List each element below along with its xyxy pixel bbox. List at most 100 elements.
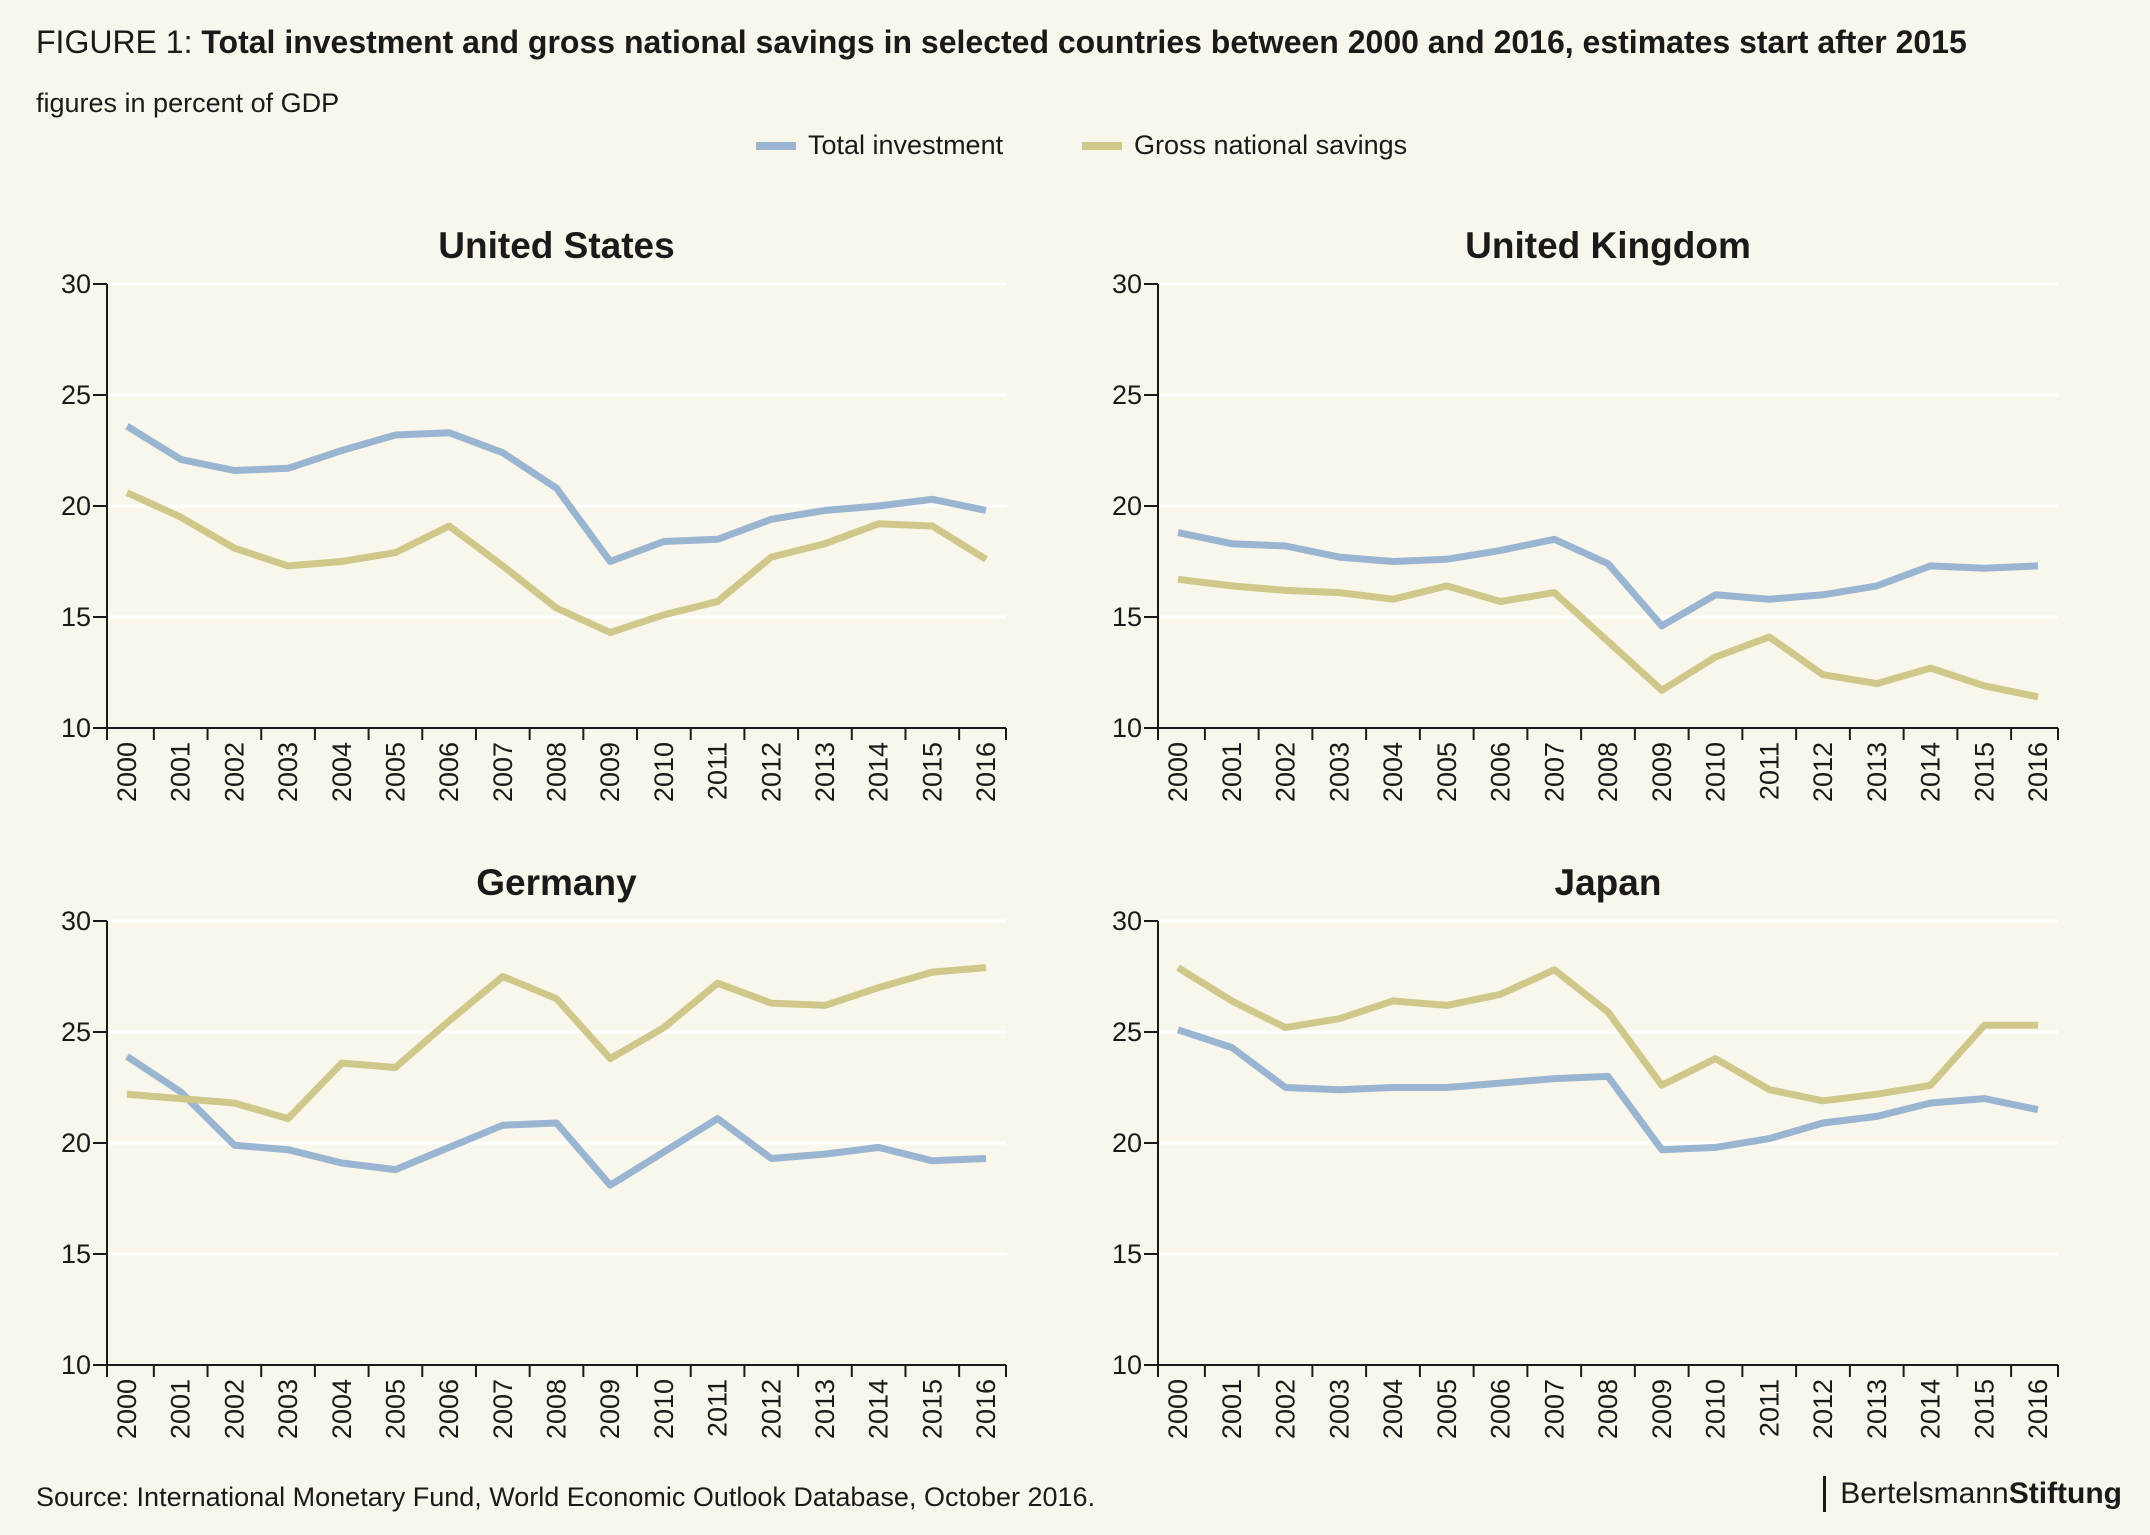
y-tick-label: 20 xyxy=(1112,491,1142,521)
x-tick-label: 2008 xyxy=(1593,1379,1623,1439)
series-line-total-investment xyxy=(1177,529,2039,630)
series-line-gross-national-savings xyxy=(125,489,988,636)
series-line-total-investment xyxy=(125,1053,987,1189)
y-tick-label: 20 xyxy=(61,1128,91,1158)
x-tick-label: 2001 xyxy=(166,1379,196,1439)
x-tick-label: 2013 xyxy=(810,742,840,802)
x-tick-label: 2001 xyxy=(1217,742,1247,802)
series-line-gross-national-savings xyxy=(1177,575,2039,701)
x-tick-label: 2008 xyxy=(542,1379,572,1439)
legend: Total investment Gross national savings xyxy=(0,130,2150,170)
x-tick-label: 2014 xyxy=(1916,1379,1946,1439)
x-tick-label: 2014 xyxy=(864,742,894,802)
x-tick-label: 2016 xyxy=(2023,1379,2053,1439)
x-tick-label: 2016 xyxy=(971,1379,1001,1439)
x-tick-label: 2016 xyxy=(2023,742,2053,802)
figure-title: FIGURE 1: Total investment and gross nat… xyxy=(36,24,1967,61)
x-tick-label: 2000 xyxy=(1163,1379,1193,1439)
x-tick-label: 2008 xyxy=(542,742,572,802)
series-line-gross-national-savings xyxy=(126,964,987,1123)
x-tick-label: 2015 xyxy=(917,742,947,802)
y-tick-label: 20 xyxy=(1112,1128,1142,1158)
x-tick-label: 2012 xyxy=(756,1379,786,1439)
x-tick-label: 2003 xyxy=(273,1379,303,1439)
x-tick-label: 2010 xyxy=(649,742,679,802)
x-tick-label: 2011 xyxy=(1754,742,1784,800)
x-tick-label: 2009 xyxy=(595,1379,625,1439)
legend-item-gross-national-savings: Gross national savings xyxy=(1082,130,1407,161)
x-tick-label: 2006 xyxy=(434,742,464,802)
x-tick-label: 2008 xyxy=(1593,742,1623,802)
y-tick-label: 10 xyxy=(61,1350,91,1380)
x-tick-label: 2010 xyxy=(1701,1379,1731,1439)
figure-main-title: Total investment and gross national savi… xyxy=(201,24,1967,60)
x-tick-label: 2003 xyxy=(1324,742,1354,802)
x-tick-label: 2001 xyxy=(166,742,196,802)
y-tick-label: 10 xyxy=(61,713,91,743)
y-tick-label: 30 xyxy=(61,269,91,299)
x-tick-label: 2002 xyxy=(1271,1379,1301,1439)
brand-regular: Bertelsmann xyxy=(1840,1477,2009,1510)
y-tick-label: 10 xyxy=(1112,713,1142,743)
x-tick-label: 2007 xyxy=(488,1379,518,1439)
y-tick-label: 25 xyxy=(1112,1017,1142,1047)
y-tick-label: 30 xyxy=(1112,906,1142,936)
x-tick-label: 2014 xyxy=(1916,742,1946,802)
chart-germany: Germany 10 15 20 25 30 2000 2001 2002 2003 2004 200… xyxy=(61,862,1007,1439)
brand-bold: Stiftung xyxy=(2008,1477,2122,1510)
x-tick-label: 2009 xyxy=(1647,742,1677,802)
x-tick-label: 2014 xyxy=(864,1379,894,1439)
y-tick-label: 15 xyxy=(1112,602,1142,632)
series-line-gross-national-savings xyxy=(1176,964,2038,1105)
x-tick-label: 2005 xyxy=(1432,742,1462,802)
chart-title: Japan xyxy=(1555,862,1662,903)
x-tick-label: 2007 xyxy=(1539,1379,1569,1439)
x-tick-label: 2015 xyxy=(917,1379,947,1439)
x-tick-label: 2002 xyxy=(1271,742,1301,802)
y-tick-label: 20 xyxy=(61,491,91,521)
y-tick-label: 15 xyxy=(61,602,91,632)
x-tick-label: 2002 xyxy=(219,1379,249,1439)
x-tick-label: 2015 xyxy=(1969,1379,1999,1439)
y-tick-label: 25 xyxy=(1112,380,1142,410)
x-tick-label: 2006 xyxy=(434,1379,464,1439)
x-tick-label: 2004 xyxy=(327,742,357,802)
x-tick-label: 2005 xyxy=(380,742,410,802)
series-line-total-investment xyxy=(1176,1026,2039,1154)
y-tick-label: 10 xyxy=(1112,1350,1142,1380)
x-tick-label: 2007 xyxy=(488,742,518,802)
x-tick-label: 2005 xyxy=(1432,1379,1462,1439)
x-tick-label: 2003 xyxy=(273,742,303,802)
figure-subtitle: figures in percent of GDP xyxy=(36,88,340,118)
x-tick-label: 2000 xyxy=(112,742,142,802)
x-tick-label: 2005 xyxy=(380,1379,410,1439)
x-tick-label: 2011 xyxy=(703,742,733,800)
chart-united-kingdom: United Kingdom 10 15 20 25 30 2000 2001 2002 2003… xyxy=(1112,225,2059,802)
x-tick-label: 2004 xyxy=(1378,1379,1408,1439)
x-tick-label: 2001 xyxy=(1217,1379,1247,1439)
x-tick-label: 2010 xyxy=(1701,742,1731,802)
series-line-total-investment xyxy=(125,423,987,565)
x-tick-label: 2004 xyxy=(1378,742,1408,802)
x-tick-label: 2007 xyxy=(1539,742,1569,802)
chart-united-states: United States 10 15 20 25 30 2000 2001 2002 2003 2… xyxy=(61,225,1007,802)
x-tick-label: 2012 xyxy=(1808,1379,1838,1439)
chart-title: United States xyxy=(438,225,674,266)
legend-swatch-total-investment xyxy=(756,141,796,150)
y-tick-label: 15 xyxy=(1112,1239,1142,1269)
x-tick-label: 2013 xyxy=(1862,1379,1892,1439)
x-tick-label: 2009 xyxy=(1647,1379,1677,1439)
x-tick-label: 2011 xyxy=(1754,1379,1784,1437)
x-tick-label: 2009 xyxy=(595,742,625,802)
x-tick-label: 2013 xyxy=(1862,742,1892,802)
y-tick-label: 30 xyxy=(61,906,91,936)
x-tick-label: 2006 xyxy=(1486,1379,1516,1439)
x-tick-label: 2012 xyxy=(756,742,786,802)
chart-title: Germany xyxy=(476,862,637,903)
x-tick-label: 2010 xyxy=(649,1379,679,1439)
x-tick-label: 2016 xyxy=(971,742,1001,802)
x-tick-label: 2012 xyxy=(1808,742,1838,802)
x-tick-label: 2013 xyxy=(810,1379,840,1439)
chart-japan: Japan 10 15 20 25 30 2000 2001 2002 2003 2004 2005 2… xyxy=(1112,862,2059,1439)
x-tick-label: 2002 xyxy=(219,742,249,802)
